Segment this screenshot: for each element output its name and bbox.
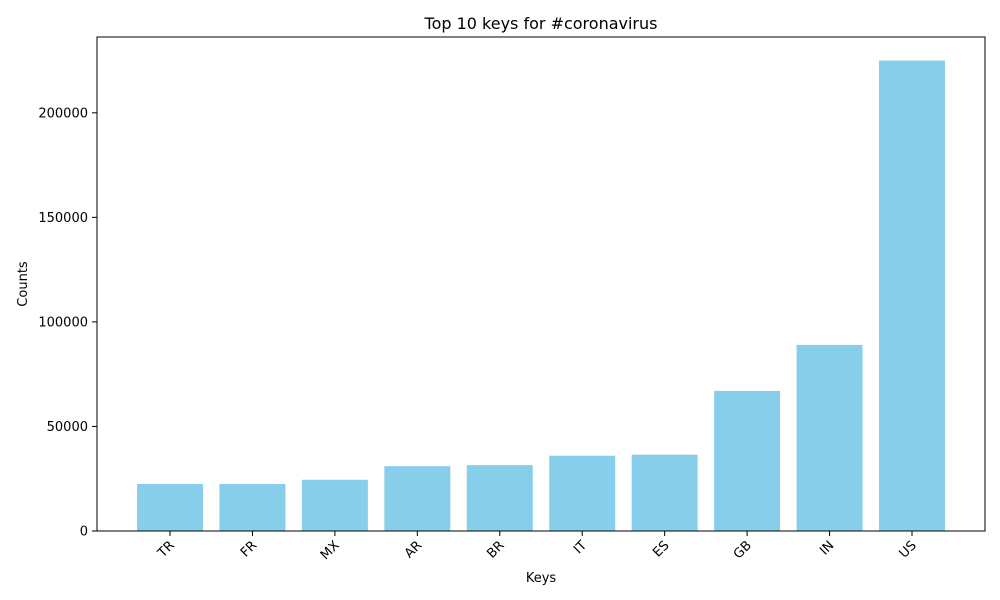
x-tick-label: TR: [155, 538, 178, 561]
bar-ar: [384, 466, 451, 531]
bar-br: [466, 465, 533, 531]
y-axis-label: Counts: [16, 261, 31, 307]
x-tick-label: ES: [650, 538, 672, 560]
bar-us: [879, 60, 945, 532]
x-tick-label: FR: [238, 538, 260, 560]
plot-frame: [96, 36, 986, 532]
bars: [137, 60, 945, 532]
y-tick-label: 150000: [38, 211, 88, 226]
x-tick-label: AR: [402, 538, 425, 561]
bar-es: [631, 454, 698, 531]
y-tick-label: 50000: [47, 420, 88, 435]
bar-it: [549, 455, 616, 531]
bar-tr: [137, 483, 203, 531]
x-tick-label: GB: [731, 538, 755, 562]
y-axis-ticks: 0 50000 100000 150000 200000: [38, 106, 97, 540]
chart-title: Top 10 keys for #coronavirus: [424, 14, 658, 33]
y-tick-label: 0: [80, 525, 88, 540]
x-tick-label: IN: [817, 538, 837, 558]
bar-in: [796, 344, 863, 531]
bar-fr: [219, 483, 286, 531]
y-tick-label: 100000: [38, 315, 88, 330]
bar-mx: [301, 479, 368, 531]
x-tick-label: MX: [318, 538, 343, 563]
x-tick-label: IT: [571, 538, 590, 557]
y-tick-label: 200000: [38, 106, 88, 121]
x-tick-label: BR: [484, 538, 507, 561]
x-axis-label: Keys: [526, 571, 557, 586]
bar-gb: [714, 390, 781, 531]
x-axis-ticks: TR FR MX AR BR IT ES GB IN US: [155, 531, 920, 563]
x-tick-label: US: [897, 538, 920, 561]
